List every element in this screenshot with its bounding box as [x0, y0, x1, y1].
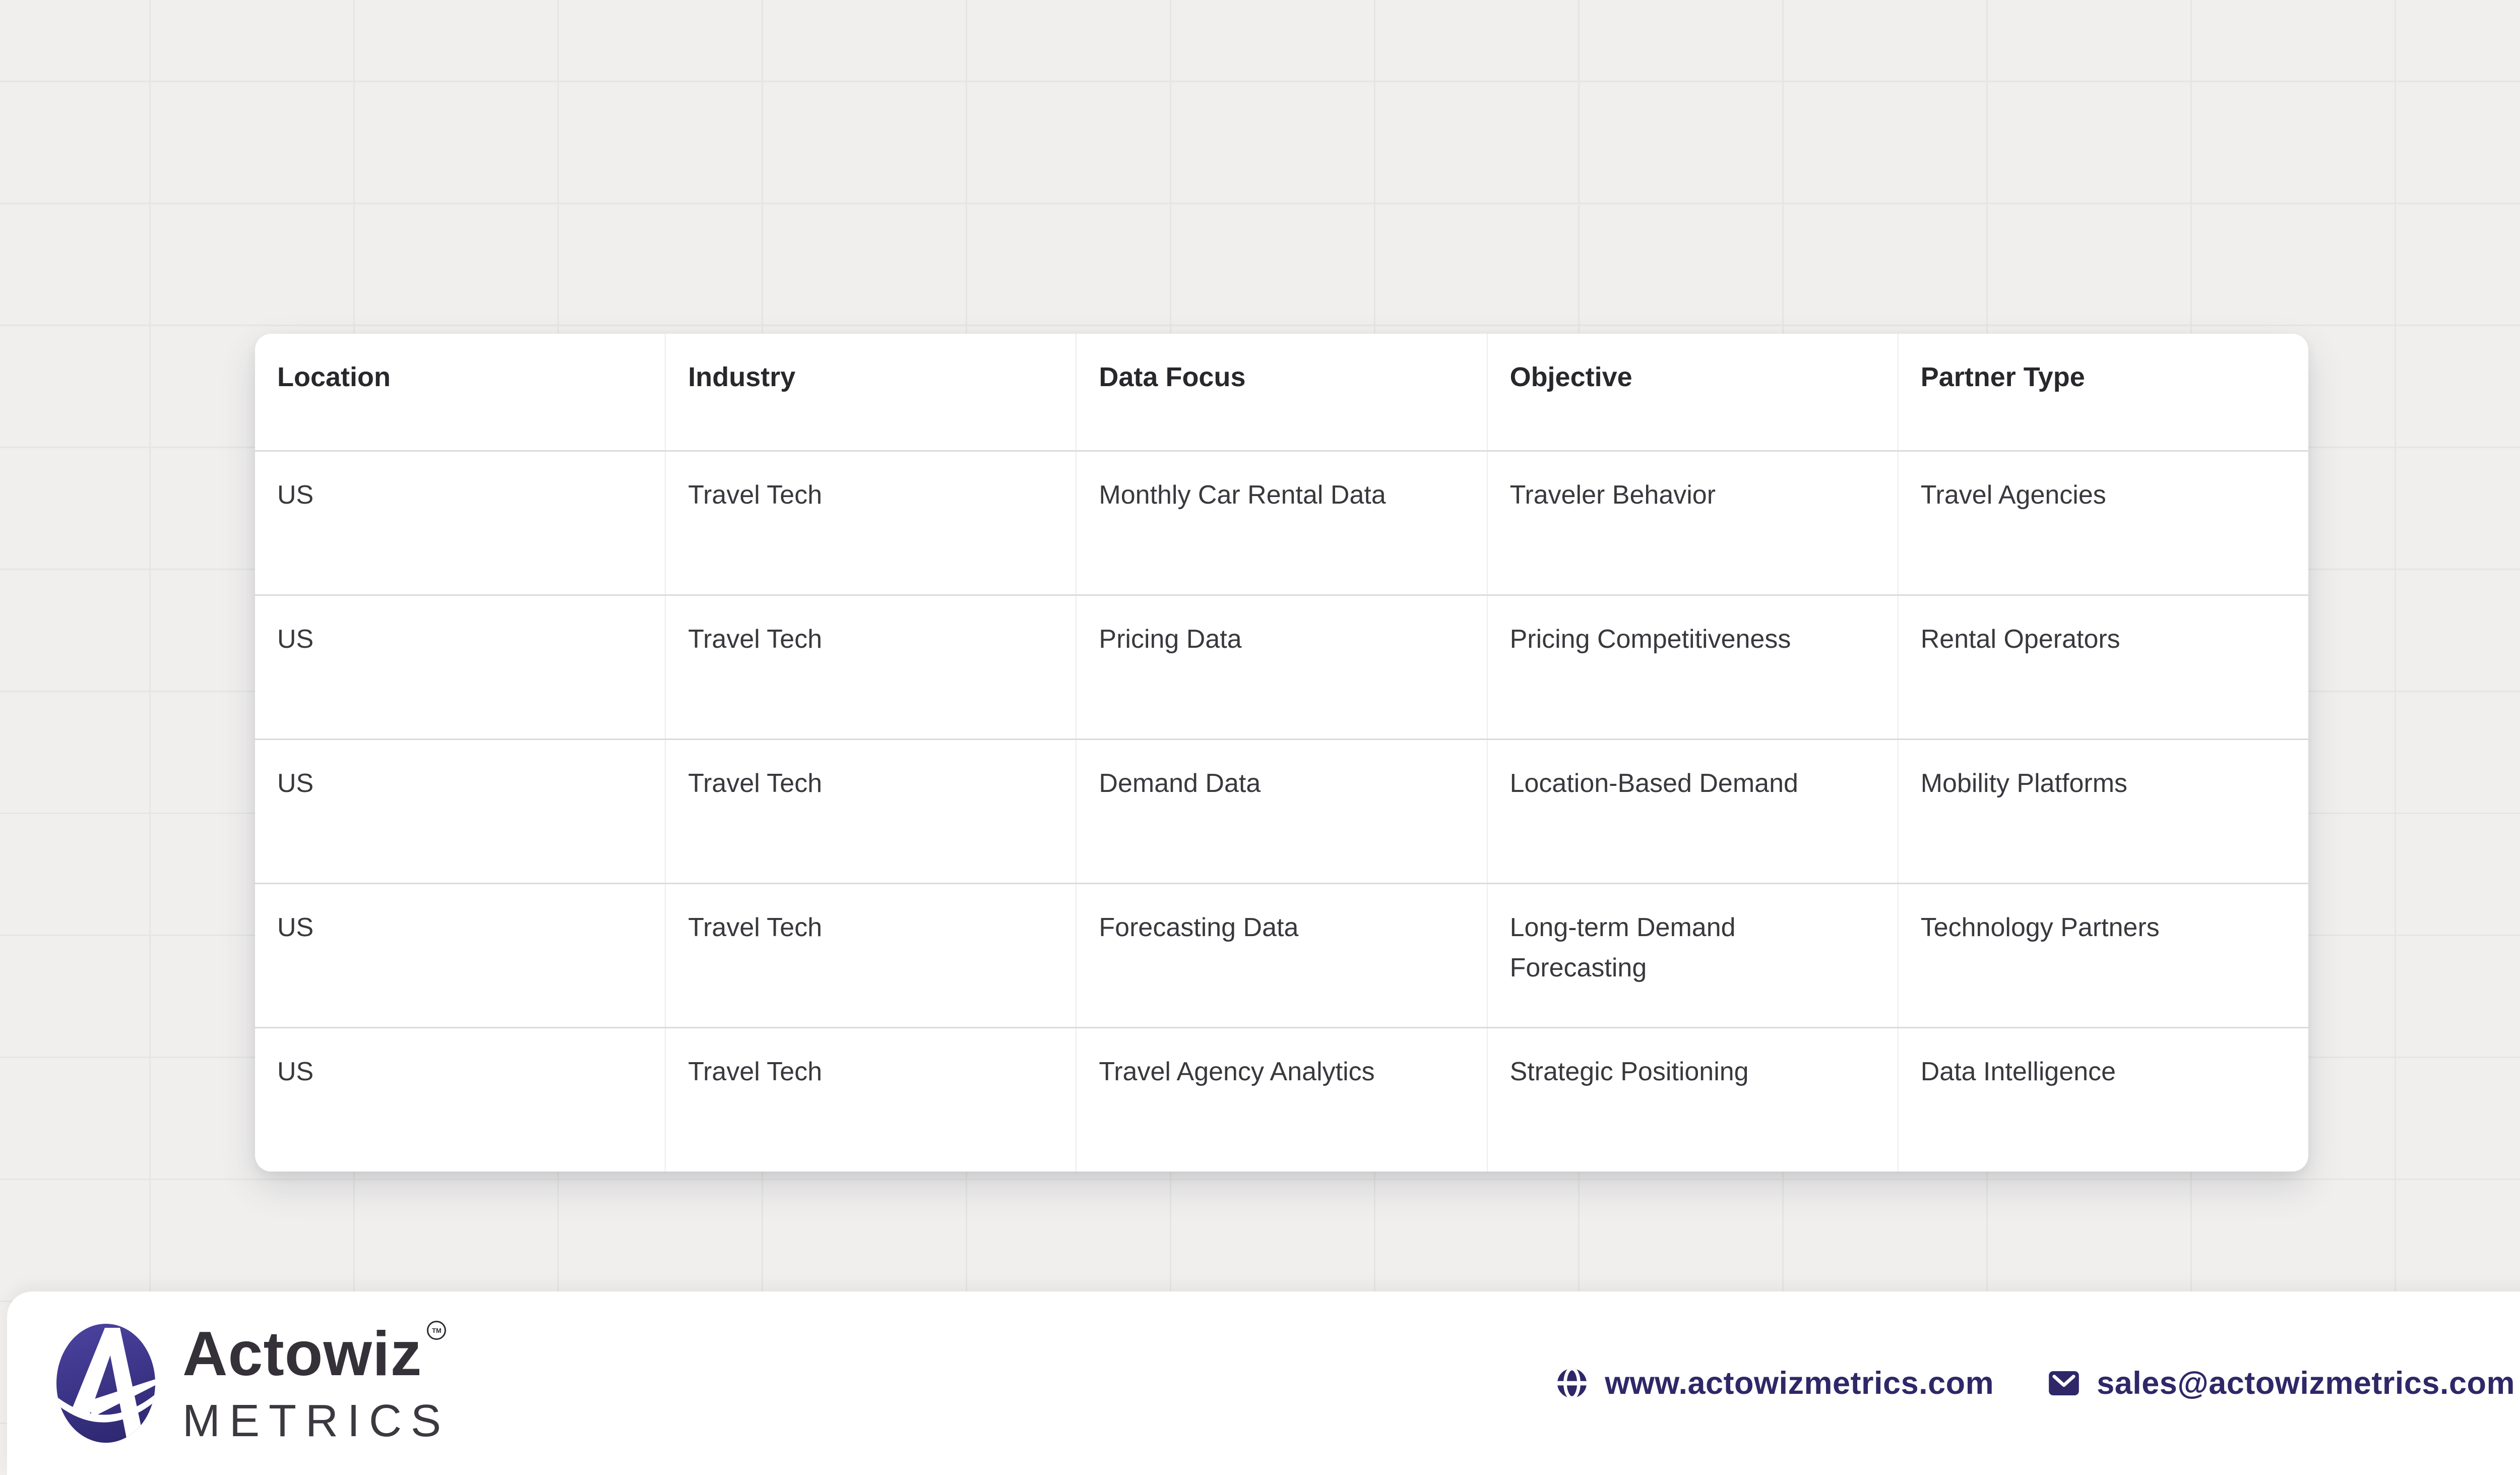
table-cell: US: [255, 883, 666, 1027]
table-cell: US: [255, 451, 666, 595]
table-cell: Long-term Demand Forecasting: [1487, 883, 1899, 1027]
table-body: US Travel Tech Monthly Car Rental Data Trav…: [255, 451, 2308, 1172]
table-cell: Travel Agencies: [1920, 480, 2106, 510]
table-header-row: Location Industry Data Focus Objective Partn…: [255, 334, 2308, 451]
table-row: US Travel Tech Travel Agency Analytics Stra…: [255, 1027, 2308, 1172]
table-cell: Travel Tech: [665, 883, 1077, 1027]
table-cell: Pricing Competitiveness: [1487, 595, 1899, 739]
brand-text: Actowiz TM METRICS: [182, 1319, 450, 1446]
table-header: Location Industry Data Focus Objective Partn…: [255, 334, 2308, 451]
table-cell: Rental Operators: [1920, 624, 2120, 654]
brand-name: Actowiz: [182, 1319, 422, 1389]
table-cell: Traveler Behavior: [1487, 451, 1899, 595]
contact-links: www.actowizmetrics.com sales@actowizmetr…: [1556, 1365, 2515, 1401]
table-cell: Data Intelligence: [1920, 1057, 2116, 1086]
table-cell: Travel Tech: [665, 1027, 1077, 1172]
footer-bar: Actowiz TM METRICS www.actowizmetrics.co…: [7, 1292, 2520, 1475]
table-row: US Travel Tech Forecasting Data Long-term D…: [255, 883, 2308, 1027]
table-cell: Location-Based Demand: [1487, 739, 1899, 883]
partners-table-card: Location Industry Data Focus Objective Partn…: [255, 334, 2308, 1172]
website-link[interactable]: www.actowizmetrics.com: [1556, 1365, 1994, 1401]
email-link[interactable]: sales@actowizmetrics.com: [2048, 1365, 2515, 1401]
table-cell: US: [255, 1027, 666, 1172]
column-header: Location: [255, 334, 666, 451]
table-cell: Travel Agency Analytics: [1076, 1027, 1488, 1172]
table-cell: Travel Tech: [665, 451, 1077, 595]
table-cell: Strategic Positioning: [1487, 1027, 1899, 1172]
actowiz-logo-icon: [56, 1324, 155, 1443]
mail-icon: [2049, 1371, 2079, 1396]
column-header: Data Focus: [1076, 334, 1488, 451]
table-cell: Pricing Data: [1076, 595, 1488, 739]
globe-icon: [1557, 1368, 1587, 1398]
table-cell: US: [255, 739, 666, 883]
partners-table: Location Industry Data Focus Objective Partn…: [255, 334, 2308, 1172]
email-label: sales@actowizmetrics.com: [2097, 1366, 2515, 1401]
trademark-badge: TM: [427, 1321, 447, 1340]
brand-lockup: Actowiz TM METRICS: [56, 1319, 450, 1446]
table-cell: Demand Data: [1076, 739, 1488, 883]
column-header: Objective: [1487, 334, 1899, 451]
table-cell: US: [255, 595, 666, 739]
table-cell: Technology Partners: [1920, 912, 2160, 942]
table-row: US Travel Tech Monthly Car Rental Data Trav…: [255, 451, 2308, 595]
website-label: www.actowizmetrics.com: [1605, 1366, 1994, 1401]
table-cell: Monthly Car Rental Data: [1076, 451, 1488, 595]
table-cell: Travel Tech: [665, 595, 1077, 739]
column-header: Partner Type: [1920, 362, 2085, 392]
table-cell: Travel Tech: [665, 739, 1077, 883]
brand-subtitle: METRICS: [182, 1396, 450, 1446]
table-row: US Travel Tech Pricing Data Pricing Competi…: [255, 595, 2308, 739]
table-row: US Travel Tech Demand Data Location-Based D…: [255, 739, 2308, 883]
table-cell: Forecasting Data: [1076, 883, 1488, 1027]
table-cell: Mobility Platforms: [1920, 768, 2128, 798]
column-header: Industry: [665, 334, 1077, 451]
